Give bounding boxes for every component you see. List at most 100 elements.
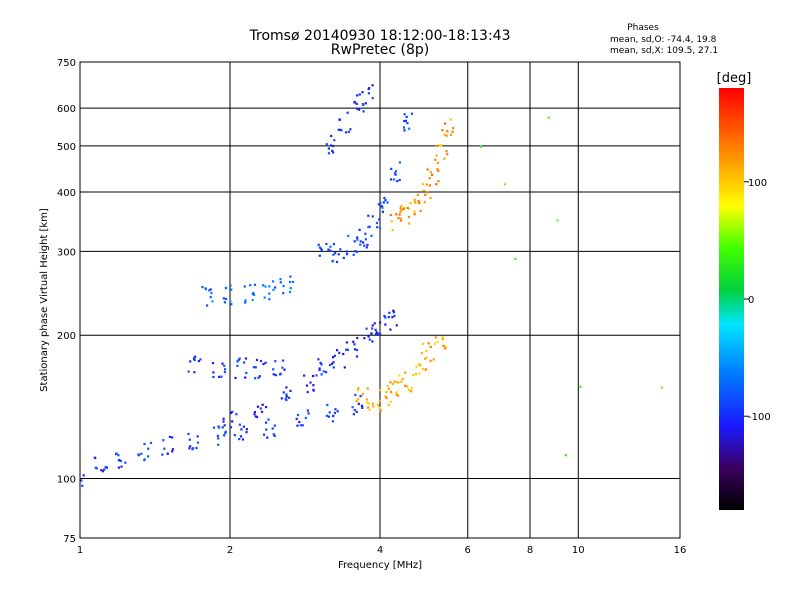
data-point: [231, 420, 234, 423]
data-point: [514, 257, 517, 261]
data-point: [403, 120, 406, 123]
data-point: [352, 413, 355, 416]
data-point: [353, 343, 356, 346]
y-axis-label: Stationary phase Virtual Height [km]: [39, 208, 50, 392]
data-point: [80, 479, 83, 482]
data-point: [253, 283, 257, 286]
data-point: [397, 217, 400, 220]
data-point: [188, 438, 191, 441]
data-point: [191, 448, 194, 451]
data-point: [352, 253, 355, 256]
data-point: [399, 207, 402, 210]
data-point: [390, 220, 393, 223]
data-point: [117, 466, 120, 469]
data-point: [379, 409, 382, 412]
data-point: [365, 398, 368, 401]
data-point: [371, 327, 374, 330]
data-point: [171, 448, 174, 451]
data-point: [388, 311, 391, 314]
data-point: [329, 363, 332, 367]
data-point: [356, 238, 359, 241]
data-point: [404, 119, 407, 122]
data-point: [268, 298, 271, 301]
data-point: [196, 435, 199, 438]
data-point: [398, 161, 401, 164]
data-point: [332, 243, 335, 246]
data-point: [335, 260, 339, 264]
data-point: [210, 292, 213, 295]
data-point: [306, 409, 309, 412]
data-point: [189, 360, 192, 363]
data-point: [222, 297, 225, 300]
data-point: [301, 424, 304, 427]
data-point: [285, 393, 288, 396]
data-point: [289, 280, 292, 284]
data-point: [384, 395, 387, 398]
data-point: [413, 198, 416, 201]
data-point: [427, 342, 430, 345]
data-point: [375, 331, 378, 334]
data-point: [360, 404, 364, 407]
data-point: [429, 345, 432, 348]
data-point: [425, 349, 428, 353]
data-point: [338, 118, 341, 121]
x-axis-label: Frequency [MHz]: [338, 560, 422, 571]
data-point: [279, 373, 282, 376]
data-point: [357, 387, 360, 390]
data-point: [402, 126, 406, 129]
data-point: [143, 442, 146, 446]
data-point: [378, 399, 381, 402]
data-point: [94, 456, 97, 460]
data-point: [393, 314, 396, 318]
data-point: [382, 201, 385, 204]
data-point: [352, 340, 355, 343]
data-point: [204, 287, 207, 290]
data-point: [288, 290, 292, 294]
data-point: [379, 321, 382, 324]
data-point: [272, 433, 275, 436]
data-point: [380, 205, 383, 208]
data-point: [384, 316, 387, 319]
data-point: [349, 128, 352, 131]
data-point: [103, 468, 106, 471]
data-point: [238, 423, 241, 426]
data-point: [298, 420, 301, 424]
data-point: [407, 207, 410, 210]
data-point: [368, 225, 371, 228]
data-point: [245, 431, 248, 434]
data-point: [245, 371, 248, 375]
data-point: [441, 129, 444, 132]
data-point: [221, 426, 224, 429]
colorbar-ticks: 100 0 -100: [744, 178, 771, 423]
data-point: [386, 385, 389, 388]
data-point: [361, 406, 364, 409]
data-point: [353, 409, 356, 412]
data-point: [296, 413, 300, 417]
data-point: [398, 213, 401, 216]
data-point: [304, 416, 307, 419]
data-point: [189, 445, 192, 448]
data-point: [394, 170, 398, 173]
data-point: [547, 116, 550, 119]
data-point: [249, 284, 252, 287]
data-point: [241, 438, 244, 441]
data-point: [361, 91, 364, 94]
colorbar-tick-label: 0: [748, 295, 754, 306]
data-point: [208, 289, 211, 292]
data-point: [238, 438, 241, 441]
data-point: [217, 437, 220, 440]
data-point: [452, 126, 455, 130]
y-tick-label: 400: [57, 188, 76, 199]
data-point: [413, 200, 417, 203]
stats-heading: Phases: [627, 23, 659, 33]
data-point: [199, 358, 202, 361]
data-point: [329, 245, 332, 248]
data-point: [268, 292, 271, 295]
data-point: [354, 393, 357, 397]
data-point: [397, 381, 400, 384]
data-point: [216, 434, 219, 437]
data-point: [426, 168, 429, 171]
data-point: [236, 364, 239, 367]
data-point: [332, 144, 335, 148]
data-point: [289, 389, 292, 392]
